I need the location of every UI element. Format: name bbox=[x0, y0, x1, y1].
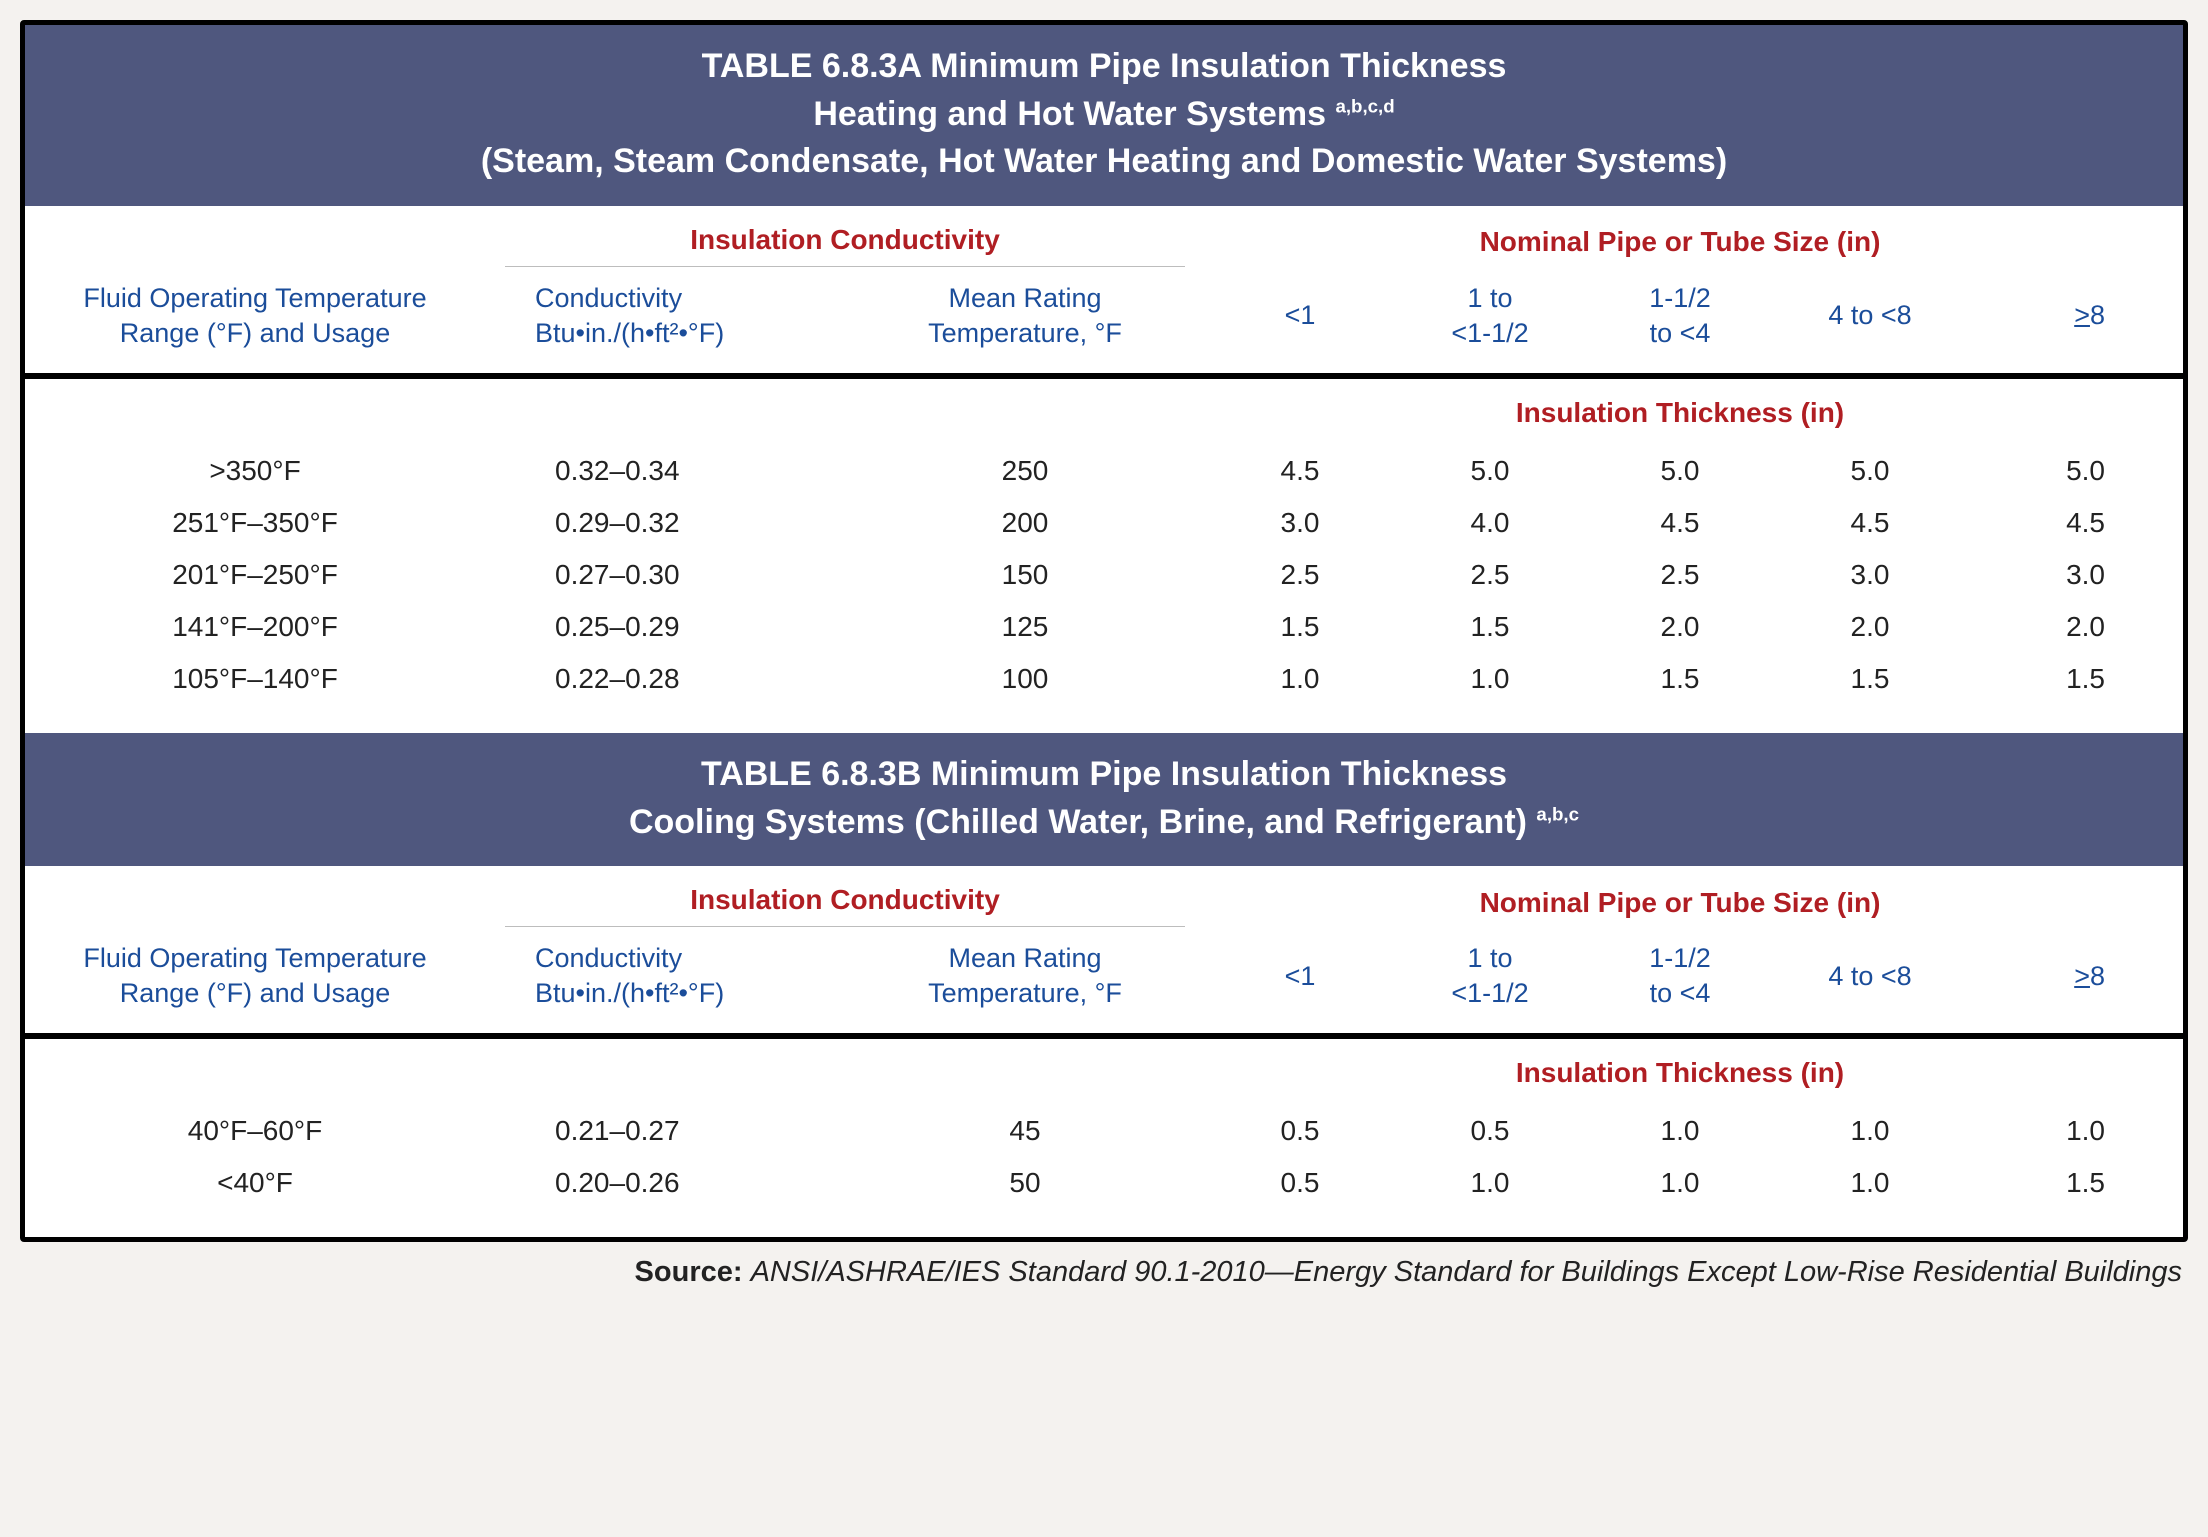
table-row: 201°F–250°F 0.27–0.30 150 2.5 2.5 2.5 3.… bbox=[25, 549, 2183, 601]
table-b-title: TABLE 6.8.3B Minimum Pipe Insulation Thi… bbox=[25, 733, 2183, 866]
table-row: 40°F–60°F 0.21–0.27 45 0.5 0.5 1.0 1.0 1… bbox=[25, 1105, 2183, 1157]
col-1to: 1 to <1-1/2 bbox=[1395, 271, 1585, 373]
table-row: 105°F–140°F 0.22–0.28 100 1.0 1.0 1.5 1.… bbox=[25, 653, 2183, 705]
col-1half: 1-1/2 to <4 bbox=[1585, 271, 1775, 373]
source-citation: Source: ANSI/ASHRAE/IES Standard 90.1-20… bbox=[20, 1256, 2188, 1289]
col-ge8-b: >8 bbox=[1965, 949, 2155, 1016]
col-conductivity-b: Conductivity Btu•in./(h•ft²•°F) bbox=[485, 931, 845, 1033]
col-lt1: <1 bbox=[1205, 288, 1395, 355]
table-row: <40°F 0.20–0.26 50 0.5 1.0 1.0 1.0 1.5 bbox=[25, 1157, 2183, 1209]
header-insulation-conductivity: Insulation Conductivity bbox=[505, 206, 1185, 267]
col-1to-b: 1 to <1-1/2 bbox=[1395, 931, 1585, 1033]
table-b-data: Insulation Thickness (in) 40°F–60°F 0.21… bbox=[25, 1039, 2183, 1237]
col-mean-rating-b: Mean Rating Temperature, °F bbox=[845, 931, 1205, 1033]
title-a-line1: TABLE 6.8.3A Minimum Pipe Insulation Thi… bbox=[45, 43, 2163, 91]
table-container: TABLE 6.8.3A Minimum Pipe Insulation Thi… bbox=[20, 20, 2188, 1242]
col-conductivity: Conductivity Btu•in./(h•ft²•°F) bbox=[485, 271, 845, 373]
table-a-data: Insulation Thickness (in) >350°F 0.32–0.… bbox=[25, 379, 2183, 733]
header-insulation-conductivity-b: Insulation Conductivity bbox=[505, 866, 1185, 927]
table-a-headers: Insulation Conductivity Nominal Pipe or … bbox=[25, 206, 2183, 373]
header-insulation-thickness-b: Insulation Thickness (in) bbox=[1205, 1039, 2155, 1105]
title-a-line3: (Steam, Steam Condensate, Hot Water Heat… bbox=[45, 138, 2163, 186]
col-fluid-temp-b: Fluid Operating Temperature Range (°F) a… bbox=[25, 931, 485, 1033]
table-row: 251°F–350°F 0.29–0.32 200 3.0 4.0 4.5 4.… bbox=[25, 497, 2183, 549]
col-4to8-b: 4 to <8 bbox=[1775, 949, 1965, 1016]
header-nominal-pipe-size-b: Nominal Pipe or Tube Size (in) bbox=[1205, 869, 2155, 929]
table-b-headers: Insulation Conductivity Nominal Pipe or … bbox=[25, 866, 2183, 1033]
title-b-line2: Cooling Systems (Chilled Water, Brine, a… bbox=[45, 799, 2163, 847]
table-row: 141°F–200°F 0.25–0.29 125 1.5 1.5 2.0 2.… bbox=[25, 601, 2183, 653]
table-row: >350°F 0.32–0.34 250 4.5 5.0 5.0 5.0 5.0 bbox=[25, 445, 2183, 497]
col-mean-rating: Mean Rating Temperature, °F bbox=[845, 271, 1205, 373]
title-a-line2: Heating and Hot Water Systems a,b,c,d bbox=[45, 91, 2163, 139]
header-nominal-pipe-size: Nominal Pipe or Tube Size (in) bbox=[1205, 208, 2155, 268]
col-ge8: >8 bbox=[1965, 288, 2155, 355]
col-1half-b: 1-1/2 to <4 bbox=[1585, 931, 1775, 1033]
col-fluid-temp: Fluid Operating Temperature Range (°F) a… bbox=[25, 271, 485, 373]
col-lt1-b: <1 bbox=[1205, 949, 1395, 1016]
col-4to8: 4 to <8 bbox=[1775, 288, 1965, 355]
title-b-line1: TABLE 6.8.3B Minimum Pipe Insulation Thi… bbox=[45, 751, 2163, 799]
header-insulation-thickness-a: Insulation Thickness (in) bbox=[1205, 379, 2155, 445]
table-a-title: TABLE 6.8.3A Minimum Pipe Insulation Thi… bbox=[25, 25, 2183, 206]
